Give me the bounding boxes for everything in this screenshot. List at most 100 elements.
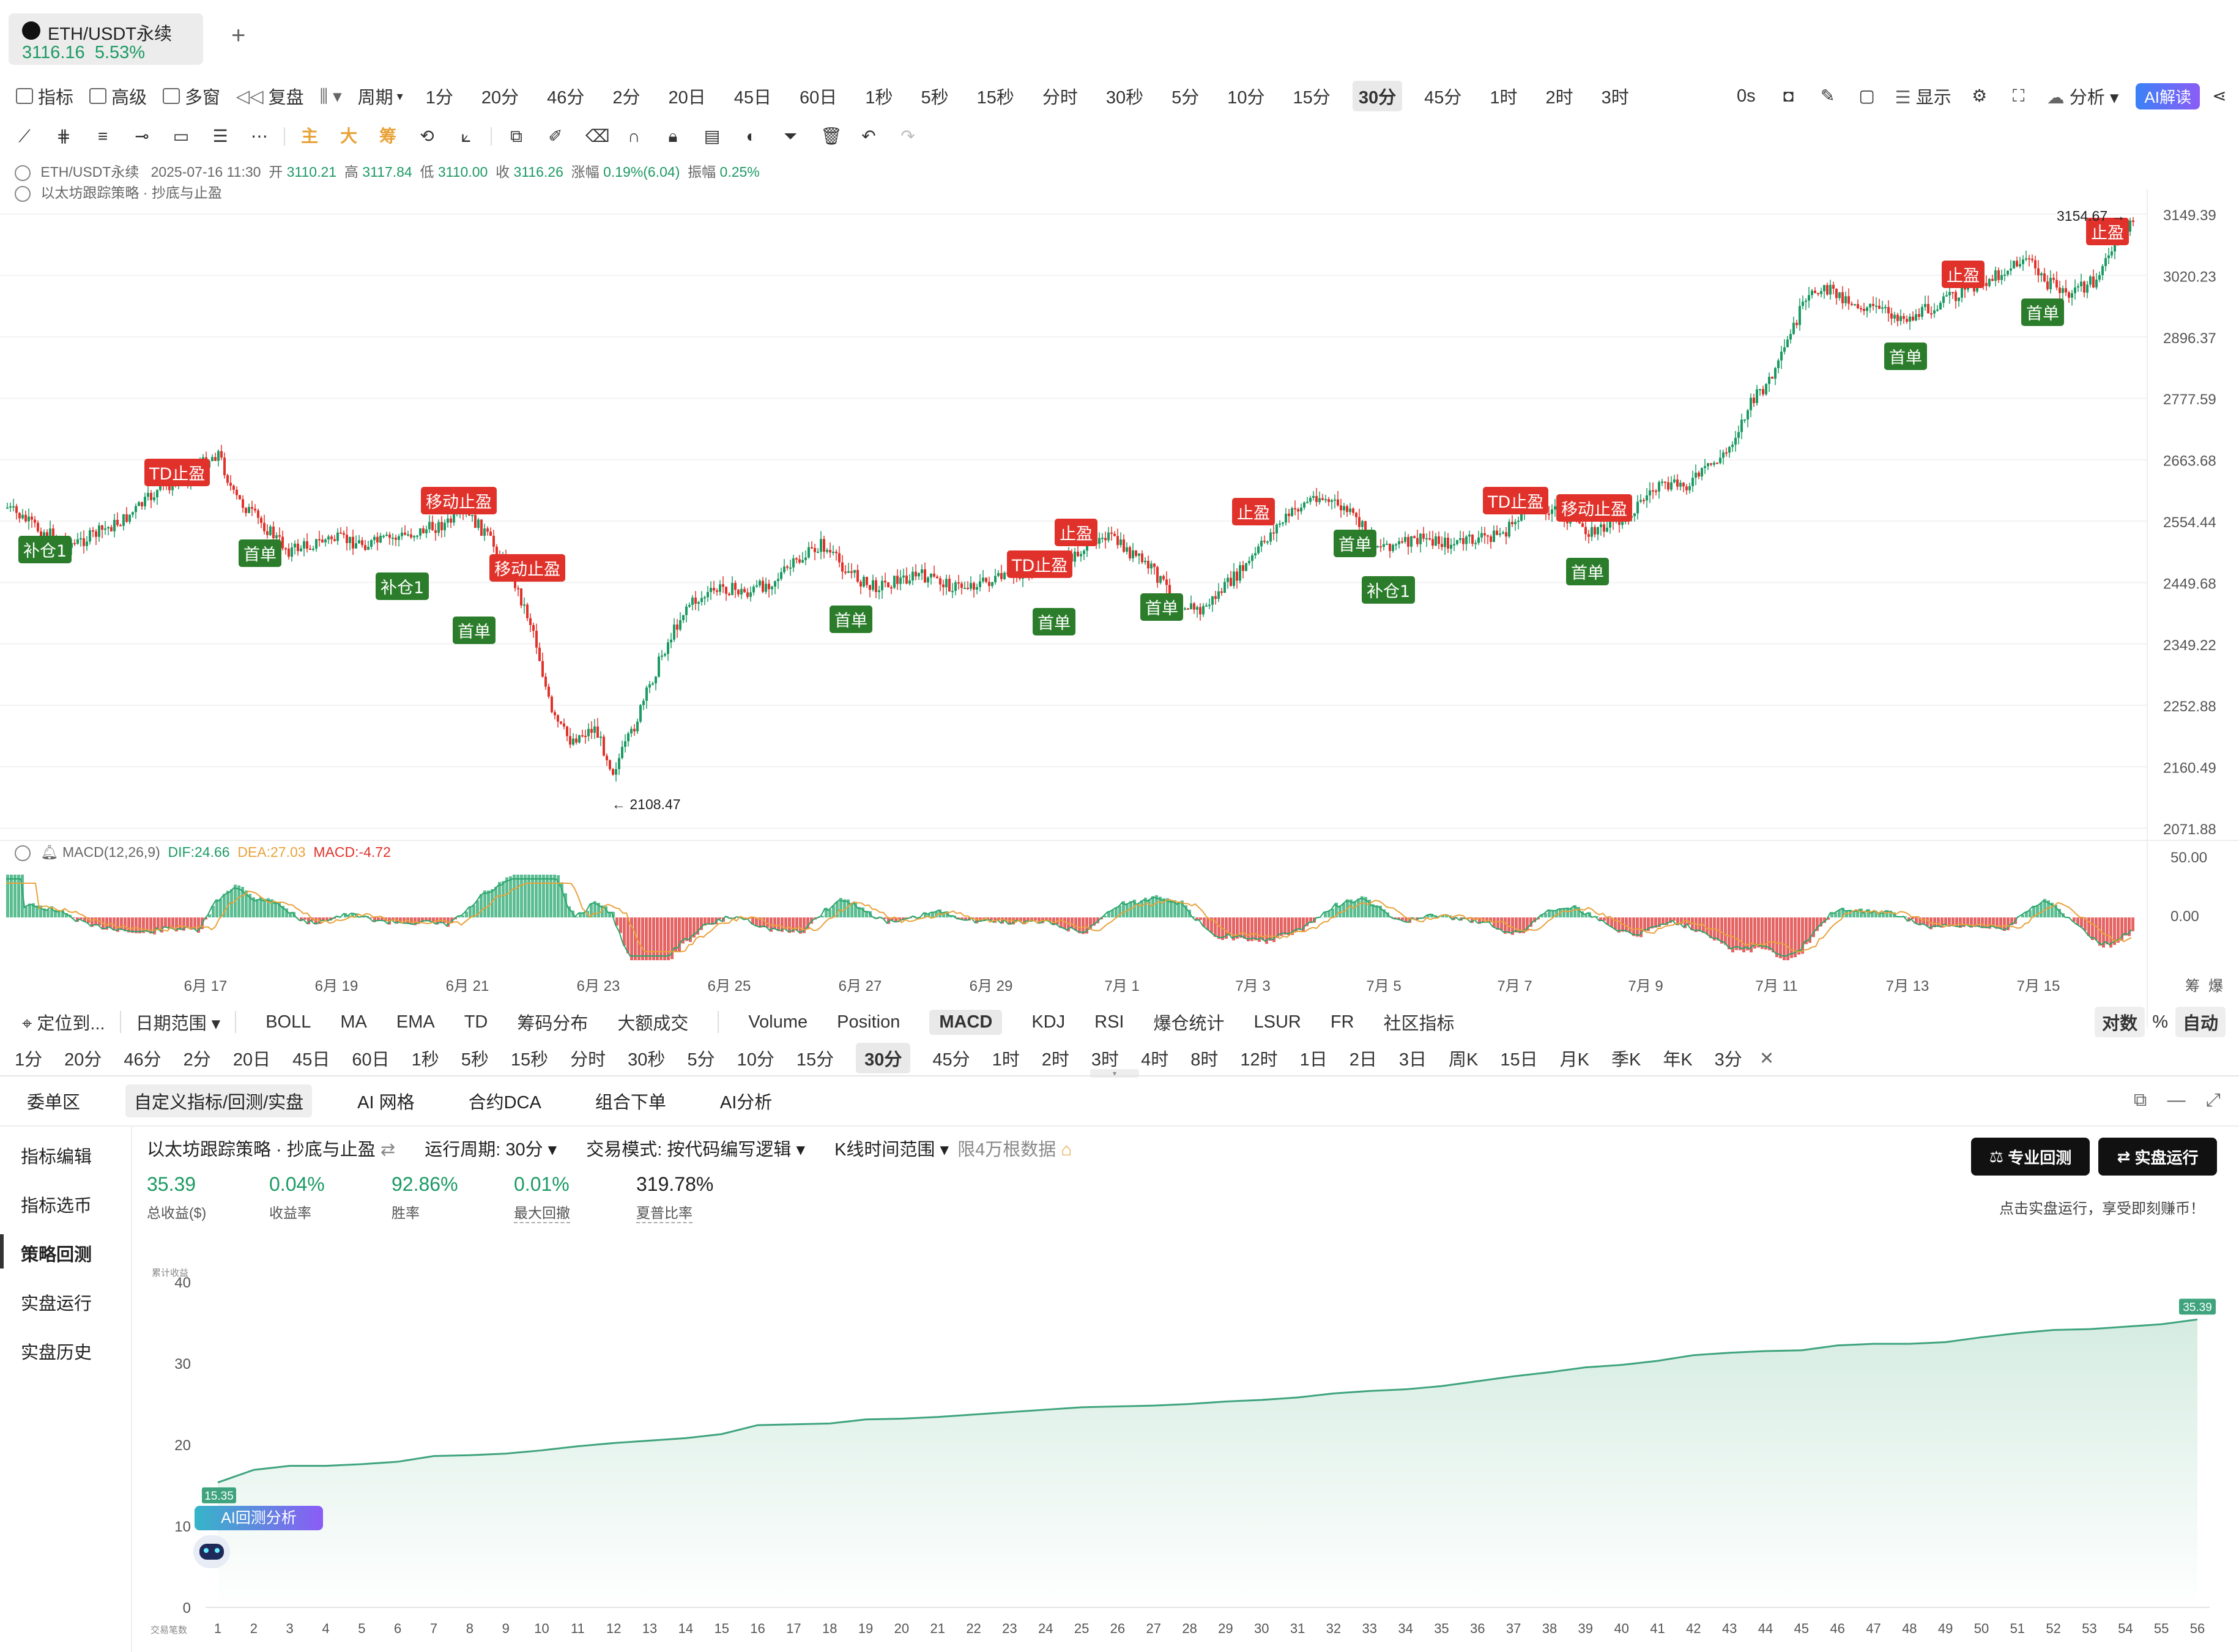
collapse-icon[interactable] xyxy=(15,845,31,861)
period2-0[interactable]: 1分 xyxy=(15,1045,42,1071)
period2-30[interactable]: 年K xyxy=(1663,1045,1692,1071)
take-profit-marker[interactable]: 止盈 xyxy=(1232,498,1275,525)
bell-icon[interactable]: 🔔︎ xyxy=(40,844,58,860)
period-12[interactable]: 5分 xyxy=(1165,81,1205,111)
take-profit-marker[interactable]: 移动止盈 xyxy=(489,554,565,582)
period-2[interactable]: 46分 xyxy=(541,81,590,111)
price-chart[interactable]: 3149.393020.232896.372777.592663.682554.… xyxy=(0,190,2239,1028)
fib-tool-icon[interactable]: ☰ xyxy=(211,127,229,146)
take-profit-marker[interactable]: TD止盈 xyxy=(1483,487,1548,514)
period2-15[interactable]: 30分 xyxy=(856,1043,910,1073)
period2-2[interactable]: 46分 xyxy=(124,1045,161,1071)
panel-tab-4[interactable]: 组合下单 xyxy=(587,1084,675,1117)
brush-icon[interactable]: ✐ xyxy=(546,127,565,146)
indicator-1[interactable]: MA xyxy=(340,1012,367,1032)
period2-22[interactable]: 12时 xyxy=(1240,1045,1277,1071)
pen-icon[interactable]: ✎ xyxy=(1819,87,1837,105)
robot-avatar-icon[interactable] xyxy=(193,1535,230,1568)
hline-tool-icon[interactable]: ≡ xyxy=(94,127,112,146)
indicator-4[interactable]: 筹码分布 xyxy=(517,1009,588,1035)
period2-6[interactable]: 60日 xyxy=(352,1045,389,1071)
undo-icon[interactable]: ↶ xyxy=(860,127,878,146)
period-5[interactable]: 45日 xyxy=(728,81,778,111)
pro-backtest-button[interactable]: ⚖ 专业回测 xyxy=(1971,1138,2090,1176)
period2-13[interactable]: 10分 xyxy=(737,1045,774,1071)
note-icon[interactable]: ▤ xyxy=(703,127,721,146)
period-3[interactable]: 2分 xyxy=(606,81,646,111)
period-11[interactable]: 30秒 xyxy=(1100,81,1149,111)
period2-16[interactable]: 45分 xyxy=(932,1045,970,1071)
period-9[interactable]: 15秒 xyxy=(971,81,1020,111)
sidebar-item-2[interactable]: 策略回测 xyxy=(21,1240,92,1266)
period-8[interactable]: 5秒 xyxy=(915,81,954,111)
big-order-toggle[interactable]: 大 xyxy=(340,127,358,146)
indicator-3[interactable]: TD xyxy=(464,1012,488,1032)
period-16[interactable]: 45分 xyxy=(1418,81,1468,111)
panel-tab-3[interactable]: 合约DCA xyxy=(460,1084,550,1117)
period2-31[interactable]: 3分 xyxy=(1715,1045,1742,1071)
period2-26[interactable]: 周K xyxy=(1449,1045,1478,1071)
period-dropdown[interactable]: 周期▾ xyxy=(358,83,403,109)
ai-backtest-analysis-button[interactable]: AI回测分析 xyxy=(195,1506,323,1530)
indicator-6[interactable]: Volume xyxy=(748,1012,808,1032)
period-18[interactable]: 2时 xyxy=(1539,81,1579,111)
indicator-10[interactable]: RSI xyxy=(1094,1012,1124,1032)
period2-14[interactable]: 15分 xyxy=(796,1045,834,1071)
entry-marker[interactable]: 首单 xyxy=(1884,343,1927,370)
live-run-button[interactable]: ⇄ 实盘运行 xyxy=(2098,1138,2217,1176)
period-14[interactable]: 15分 xyxy=(1287,81,1337,111)
sidebar-item-0[interactable]: 指标编辑 xyxy=(21,1143,92,1168)
panel-tab-2[interactable]: AI 网格 xyxy=(349,1084,423,1117)
replay-button[interactable]: ◁◁复盘 xyxy=(236,83,304,109)
period-19[interactable]: 3时 xyxy=(1595,81,1635,111)
fullscreen-icon[interactable]: ⛶ xyxy=(2010,87,2028,105)
chip-toggle[interactable]: 筹 xyxy=(379,127,397,146)
camera-icon[interactable]: ◘ xyxy=(1780,87,1798,105)
period2-19[interactable]: 3时 xyxy=(1091,1045,1119,1071)
entry-marker[interactable]: 首单 xyxy=(830,606,872,633)
entry-marker[interactable]: 补仓1 xyxy=(1362,576,1415,604)
layout-icon[interactable]: ▢ xyxy=(1858,87,1876,105)
sidebar-item-1[interactable]: 指标选币 xyxy=(21,1191,92,1217)
filter-icon[interactable]: ⏷ xyxy=(781,127,800,146)
take-profit-marker[interactable]: TD止盈 xyxy=(1007,550,1072,578)
period2-29[interactable]: 季K xyxy=(1611,1045,1641,1071)
ray-tool-icon[interactable]: ⊸ xyxy=(133,127,151,146)
period-6[interactable]: 60日 xyxy=(793,81,843,111)
indicator-12[interactable]: LSUR xyxy=(1253,1012,1301,1032)
auto-toggle[interactable]: 自动 xyxy=(2175,1007,2226,1037)
percent-toggle[interactable]: % xyxy=(2152,1012,2168,1032)
period-7[interactable]: 1秒 xyxy=(859,81,899,111)
period2-3[interactable]: 2分 xyxy=(184,1045,211,1071)
mode-dropdown[interactable]: 交易模式: 按代码编写逻辑 ▾ xyxy=(586,1140,805,1160)
sync-icon[interactable]: ⟲ xyxy=(418,127,436,146)
cycle-dropdown[interactable]: 运行周期: 30分 ▾ xyxy=(425,1140,557,1160)
take-profit-marker[interactable]: 止盈 xyxy=(1942,261,1985,288)
period2-10[interactable]: 分时 xyxy=(570,1045,606,1071)
period2-18[interactable]: 2时 xyxy=(1042,1045,1069,1071)
period2-12[interactable]: 5分 xyxy=(687,1045,715,1071)
popout-icon[interactable]: ⧉ xyxy=(2134,1090,2147,1110)
entry-marker[interactable]: 首单 xyxy=(1140,593,1183,621)
period2-25[interactable]: 3日 xyxy=(1399,1045,1427,1071)
entry-marker[interactable]: 首单 xyxy=(1334,530,1376,557)
measure-icon[interactable]: ⟀ xyxy=(457,127,475,146)
take-profit-marker[interactable]: TD止盈 xyxy=(144,459,210,486)
period-0[interactable]: 1分 xyxy=(420,81,459,111)
take-profit-marker[interactable]: 移动止盈 xyxy=(1556,494,1632,522)
panel-tab-1[interactable]: 自定义指标/回测/实盘 xyxy=(125,1084,312,1117)
period2-8[interactable]: 5秒 xyxy=(461,1045,489,1071)
line-tool-icon[interactable]: ⟋ xyxy=(15,127,34,146)
eraser-icon[interactable]: ⌫ xyxy=(585,127,604,146)
locate-button[interactable]: ⌖ 定位到... xyxy=(22,1009,105,1035)
trash-icon[interactable]: 🗑︎ xyxy=(820,127,839,146)
close-icon[interactable]: ✕ xyxy=(1759,1048,1774,1069)
period2-28[interactable]: 月K xyxy=(1560,1045,1589,1071)
indicator-2[interactable]: EMA xyxy=(396,1012,435,1032)
entry-marker[interactable]: 首单 xyxy=(2021,298,2064,326)
display-button[interactable]: ☰ 显示 xyxy=(1895,83,1951,109)
indicator-11[interactable]: 爆仓统计 xyxy=(1153,1009,1224,1035)
take-profit-marker[interactable]: 止盈 xyxy=(1055,519,1097,546)
period-17[interactable]: 1时 xyxy=(1483,81,1523,111)
